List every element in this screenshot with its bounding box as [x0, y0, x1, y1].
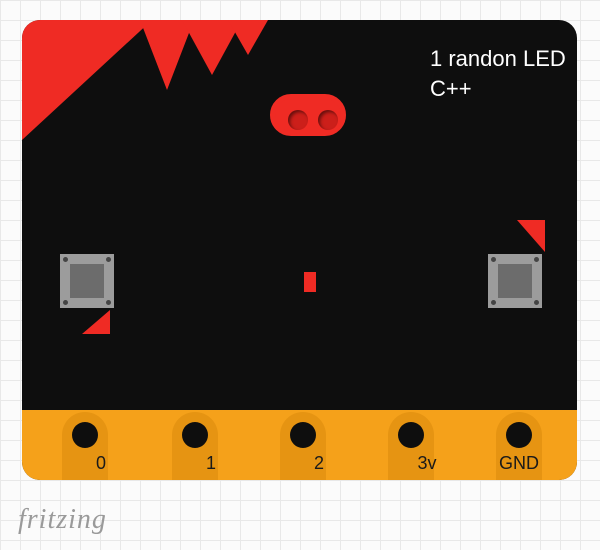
button-a-dot-bl [63, 300, 68, 305]
overlay-label-2: C++ [430, 76, 472, 102]
button-b-flag [517, 220, 545, 252]
pin-label: 2 [294, 453, 344, 474]
usb-connector [270, 94, 346, 136]
button-b-dot-br [534, 300, 539, 305]
corner-triangle [22, 20, 152, 140]
microbit-board: 1 randon LED C++ 0 1 2 3v GND [22, 20, 577, 480]
overlay-label-1: 1 randon LED [430, 46, 566, 72]
button-b[interactable] [488, 254, 542, 308]
button-b-dot-tl [491, 257, 496, 262]
button-a-dot-tl [63, 257, 68, 262]
button-b-dot-tr [534, 257, 539, 262]
pin-hole [506, 422, 532, 448]
pin-label: 1 [186, 453, 236, 474]
pin-hole [290, 422, 316, 448]
fritzing-logo: fritzing [18, 504, 107, 536]
pin-label: 3v [402, 453, 452, 474]
button-a[interactable] [60, 254, 114, 308]
led-pixel [304, 272, 316, 292]
usb-hole-left [288, 110, 308, 130]
button-a-cap [70, 264, 104, 298]
pin-hole [398, 422, 424, 448]
zig-triangle-3 [228, 20, 268, 55]
pin-label: GND [494, 453, 544, 474]
button-a-dot-tr [106, 257, 111, 262]
button-b-dot-bl [491, 300, 496, 305]
pin-hole [72, 422, 98, 448]
button-b-cap [498, 264, 532, 298]
usb-hole-right [318, 110, 338, 130]
button-a-dot-br [106, 300, 111, 305]
pin-label: 0 [76, 453, 126, 474]
pin-hole [182, 422, 208, 448]
button-a-flag [82, 310, 110, 334]
